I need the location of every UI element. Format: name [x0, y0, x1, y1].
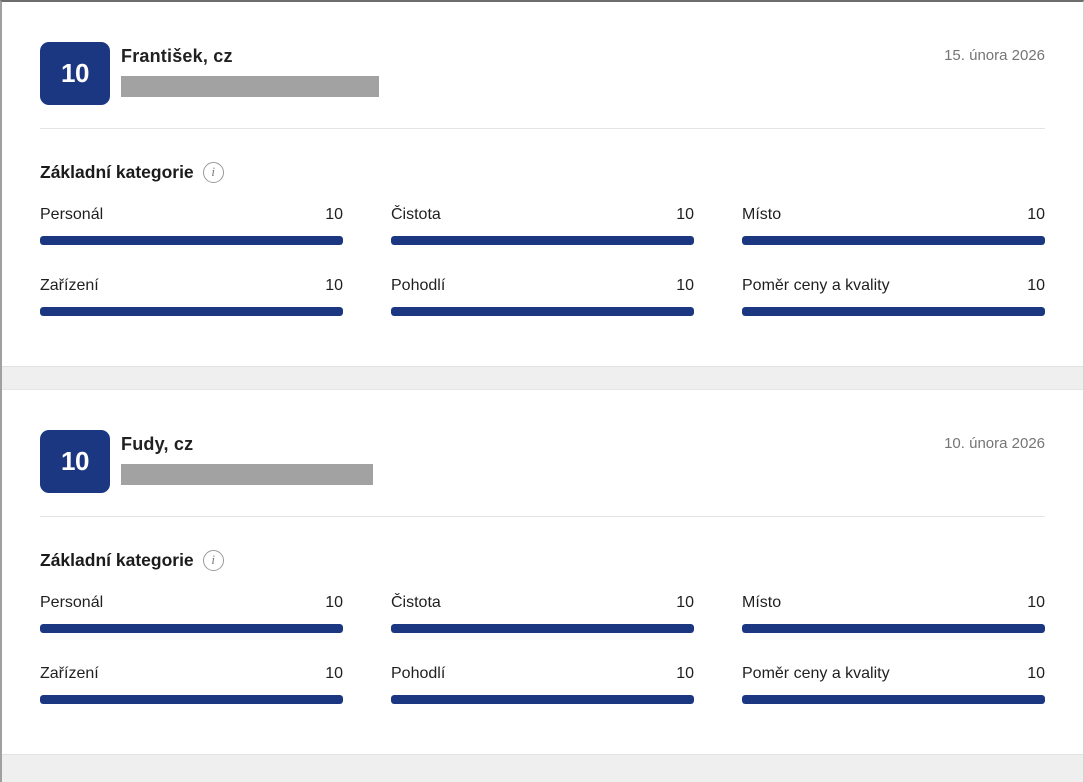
- category-label: Personál: [40, 594, 104, 611]
- category-score-bar: [391, 695, 694, 704]
- category-label: Pohodlí: [391, 277, 446, 294]
- redacted-text-bar: [121, 76, 379, 97]
- reviewer-name: Fudy, cz: [121, 434, 194, 454]
- category-label: Čistota: [391, 594, 441, 611]
- category-score-bar: [40, 236, 343, 245]
- divider: [40, 128, 1045, 129]
- review-card: 10 Fudy, cz 10. února 2026 Základní kate…: [2, 389, 1083, 755]
- category-score-track: [391, 695, 694, 704]
- category-item: Pohodlí 10: [391, 276, 694, 316]
- section-title: Základní kategorie: [40, 550, 194, 570]
- category-score-track: [742, 624, 1045, 633]
- review-header: 10 Fudy, cz 10. února 2026: [40, 390, 1045, 493]
- category-item: Poměr ceny a kvality 10: [742, 664, 1045, 704]
- category-score-bar: [40, 624, 343, 633]
- category-label: Poměr ceny a kvality: [742, 277, 890, 294]
- category-score-track: [40, 695, 343, 704]
- category-label: Zařízení: [40, 665, 99, 682]
- category-score-track: [40, 236, 343, 245]
- category-item: Čistota 10: [391, 205, 694, 245]
- categories-section: Základní kategorie i Personál 10 Čistota…: [40, 549, 1045, 735]
- category-item: Poměr ceny a kvality 10: [742, 276, 1045, 316]
- category-score: 10: [676, 277, 694, 294]
- category-score-bar: [391, 307, 694, 316]
- category-label: Pohodlí: [391, 665, 446, 682]
- category-score: 10: [325, 277, 343, 294]
- category-label: Čistota: [391, 206, 441, 223]
- reviewer-info: František, cz: [121, 42, 379, 97]
- category-score-bar: [742, 307, 1045, 316]
- category-score-bar: [742, 236, 1045, 245]
- category-label: Místo: [742, 206, 782, 223]
- category-score-bar: [742, 624, 1045, 633]
- category-label: Personál: [40, 206, 104, 223]
- category-score-track: [391, 236, 694, 245]
- score-badge: 10: [40, 42, 110, 105]
- category-score: 10: [1027, 665, 1045, 682]
- reviewer-info: Fudy, cz: [121, 430, 373, 485]
- review-date: 10. února 2026: [944, 435, 1045, 452]
- category-item: Pohodlí 10: [391, 664, 694, 704]
- reviewer-name: František, cz: [121, 46, 233, 66]
- review-header: 10 František, cz 15. února 2026: [40, 2, 1045, 105]
- category-score-track: [40, 307, 343, 316]
- score-badge: 10: [40, 430, 110, 493]
- category-item: Místo 10: [742, 205, 1045, 245]
- category-score-bar: [40, 307, 343, 316]
- review-card: 10 František, cz 15. února 2026 Základní…: [2, 2, 1083, 367]
- category-grid: Personál 10 Čistota 10 Místo 10: [40, 205, 1045, 347]
- category-score: 10: [676, 665, 694, 682]
- category-item: Zařízení 10: [40, 276, 343, 316]
- category-score-track: [391, 307, 694, 316]
- category-score-track: [742, 236, 1045, 245]
- category-score: 10: [1027, 594, 1045, 611]
- category-item: Personál 10: [40, 205, 343, 245]
- divider: [40, 516, 1045, 517]
- category-label: Poměr ceny a kvality: [742, 665, 890, 682]
- category-item: Personál 10: [40, 593, 343, 633]
- category-item: Zařízení 10: [40, 664, 343, 704]
- category-item: Místo 10: [742, 593, 1045, 633]
- category-score: 10: [676, 594, 694, 611]
- category-score-track: [40, 624, 343, 633]
- category-score: 10: [325, 594, 343, 611]
- section-title: Základní kategorie: [40, 162, 194, 182]
- category-score-bar: [391, 236, 694, 245]
- category-label: Místo: [742, 594, 782, 611]
- info-icon[interactable]: i: [202, 549, 224, 571]
- category-grid: Personál 10 Čistota 10 Místo 10: [40, 593, 1045, 735]
- category-score: 10: [1027, 277, 1045, 294]
- category-score: 10: [1027, 206, 1045, 223]
- category-score: 10: [676, 206, 694, 223]
- category-score: 10: [325, 665, 343, 682]
- section-title-row: Základní kategorie i: [40, 161, 1045, 183]
- category-item: Čistota 10: [391, 593, 694, 633]
- category-score-bar: [40, 695, 343, 704]
- section-title-row: Základní kategorie i: [40, 549, 1045, 571]
- category-score-track: [742, 307, 1045, 316]
- categories-section: Základní kategorie i Personál 10 Čistota…: [40, 161, 1045, 347]
- category-score: 10: [325, 206, 343, 223]
- category-score-bar: [391, 624, 694, 633]
- category-score-track: [742, 695, 1045, 704]
- review-date: 15. února 2026: [944, 47, 1045, 64]
- info-icon[interactable]: i: [202, 161, 224, 183]
- category-label: Zařízení: [40, 277, 99, 294]
- category-score-bar: [742, 695, 1045, 704]
- redacted-text-bar: [121, 464, 373, 485]
- category-score-track: [391, 624, 694, 633]
